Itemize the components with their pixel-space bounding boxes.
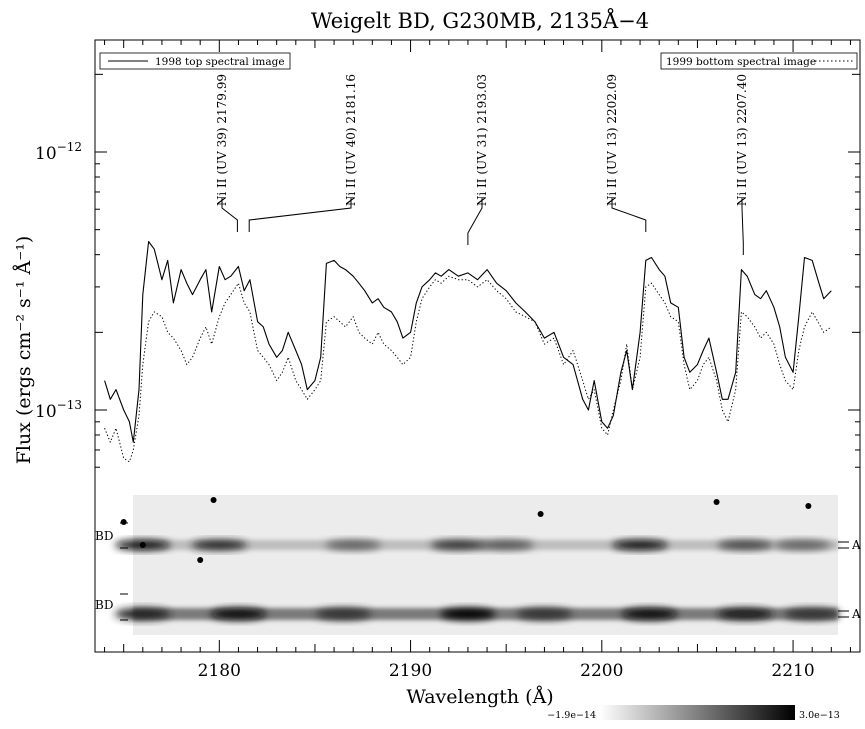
spectral-band-blob — [478, 540, 535, 550]
legend-1999-label: 1999 bottom spectral image — [666, 56, 816, 68]
spectral-band-blob — [774, 540, 831, 550]
legend-1999: 1999 bottom spectral image — [660, 52, 858, 70]
spectral-band-blob — [430, 540, 487, 550]
spectral-band-blob — [717, 540, 774, 550]
spectral-band-blob — [612, 540, 669, 550]
spectral-band-blob — [717, 608, 774, 620]
x-tick-label: 2210 — [771, 661, 814, 681]
line-id-label: Ni II (UV 13) 2207.40 — [735, 74, 749, 206]
line-id-label: Ni II (UV 40) 2181.16 — [344, 74, 358, 206]
legend-1998-box — [99, 52, 291, 70]
line-id-connector — [221, 198, 238, 232]
spectral-band-blob — [191, 540, 248, 550]
a-label: A — [851, 538, 861, 552]
spectral-band-blob — [784, 608, 841, 620]
bd-label: BD — [95, 529, 113, 543]
cosmic-ray-dot — [805, 503, 812, 509]
spectral-band-blob — [315, 608, 372, 620]
plot-frame — [94, 39, 861, 653]
line-id-label: Ni II (UV 39) 2179.99 — [215, 74, 229, 206]
line-id-connector — [741, 198, 744, 255]
series-1998-line — [104, 240, 832, 443]
legend-1998-label: 1998 top spectral image — [155, 56, 285, 68]
y-tick-label: 10−13 — [35, 398, 82, 422]
cosmic-ray-dot — [210, 497, 217, 503]
x-tick-label: 2200 — [580, 661, 623, 681]
cosmic-ray-dot — [537, 511, 544, 517]
spectral-band-blob — [210, 608, 267, 620]
series-1999-line — [104, 275, 832, 463]
line-id-label: Ni II (UV 13) 2202.09 — [605, 74, 619, 206]
x-tick-label: 2190 — [389, 661, 432, 681]
line-id-label: Ni II (UV 31) 2193.03 — [475, 74, 489, 206]
chart-title: Weigelt BD, G230MB, 2135Å−4 — [311, 8, 649, 33]
spectral-band-blob — [325, 540, 382, 550]
spectral-image: BD A BD A — [95, 495, 861, 635]
spectral-band-blob — [439, 608, 496, 620]
cosmic-ray-dot — [139, 542, 146, 548]
legend-1998: 1998 top spectral image — [99, 52, 291, 70]
bd-label: BD — [95, 598, 113, 612]
cosmic-ray-dot — [713, 499, 720, 505]
a-label: A — [851, 607, 861, 621]
line-id-connector — [248, 198, 352, 232]
colorbar-max-label: 3.0e−13 — [799, 710, 840, 721]
cosmic-ray-dot — [120, 519, 127, 525]
line-id-connector — [467, 198, 483, 245]
spectral-band-blob — [621, 608, 678, 620]
spectral-band-blob — [114, 608, 171, 620]
x-axis-label: Wavelength (Å) — [406, 686, 553, 708]
colorbar: −1.9e−14 3.0e−13 — [547, 705, 840, 721]
line-id-connector — [611, 198, 647, 232]
x-tick-label: 2180 — [198, 661, 241, 681]
y-tick-label: 10−12 — [35, 140, 82, 164]
spectral-band-blob — [516, 608, 573, 620]
colorbar-min-label: −1.9e−14 — [547, 710, 596, 721]
cosmic-ray-dot — [197, 557, 204, 563]
legend-1999-box — [660, 52, 858, 70]
colorbar-gradient — [600, 705, 795, 720]
y-axis-label: Flux (ergs cm⁻² s⁻¹ Å⁻¹) — [13, 236, 35, 465]
